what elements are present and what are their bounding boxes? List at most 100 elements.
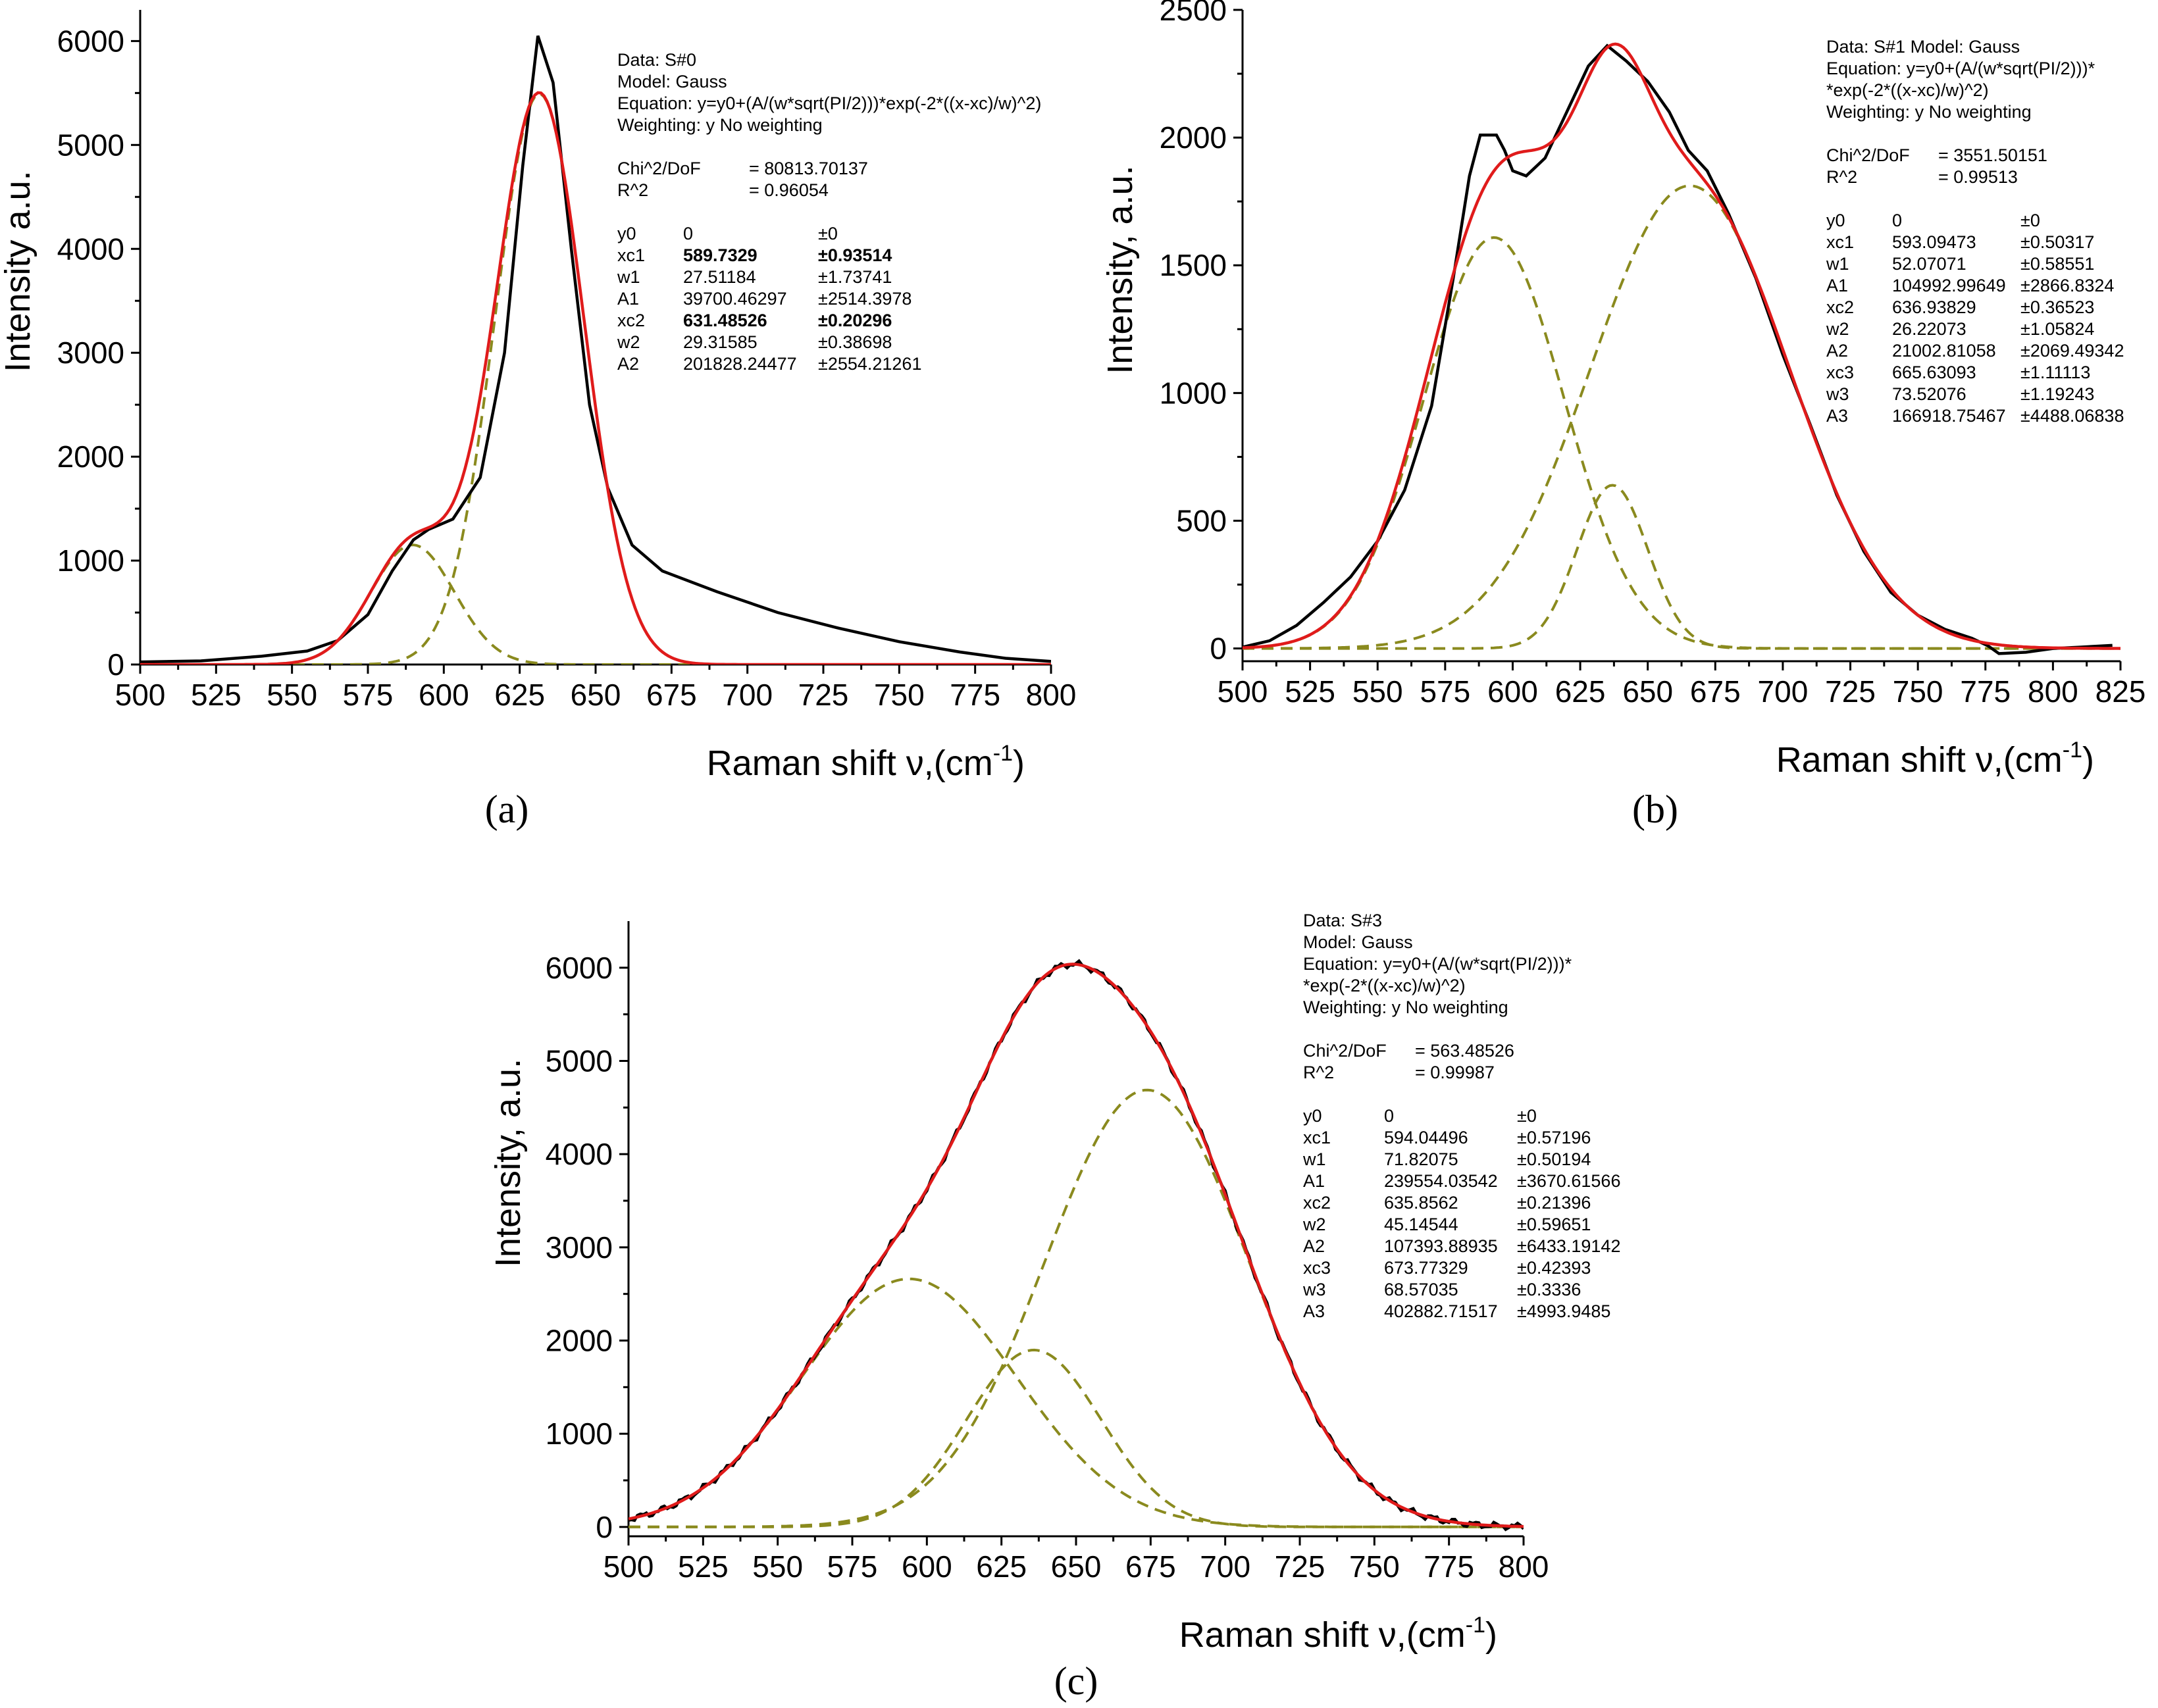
fit-info-text: ±2554.21261 [818,354,921,374]
fit-info-text: ±0 [2020,211,2040,230]
fit-info-text: w1 [1302,1149,1326,1169]
x-tick-label: 575 [827,1549,878,1584]
y-tick-label: 2000 [57,440,124,474]
fit-info-text: 45.14544 [1384,1215,1458,1234]
component-peak-1 [1243,236,2120,650]
x-tick-label: 550 [1352,674,1403,709]
fit-info-text: 26.22073 [1892,319,1966,339]
fit-info-text: w1 [617,267,640,287]
component-peak-2 [1243,484,2120,650]
fit-info-text: w3 [1302,1280,1326,1299]
x-tick-label: 700 [722,678,773,712]
fit-info-text: *exp(-2*((x-xc)/w)^2) [1826,80,1989,100]
y-tick-label: 1000 [57,543,124,578]
fit-info-text: ±0.36523 [2020,297,2094,317]
fit-info-text: ±0 [818,224,838,243]
fit-info-text: 71.82075 [1384,1149,1458,1169]
fit-info-text: 239554.03542 [1384,1171,1498,1191]
fit-info-text: ±0.21396 [1517,1193,1591,1213]
x-axis-label-close: ) [1485,1615,1497,1655]
fit-info-text: 631.48526 [683,311,767,330]
fit-info-text: ±4993.9485 [1517,1301,1610,1321]
x-tick-label: 675 [646,678,697,712]
y-tick-label: 3000 [546,1230,613,1265]
x-tick-label: 525 [678,1549,729,1584]
fit-info-text: ±1.73741 [818,267,892,287]
x-tick-label: 825 [2095,674,2146,709]
fit-info-text: R^2 [1303,1063,1334,1082]
fit-info-text: y0 [1826,211,1845,230]
x-tick-label: 650 [1622,674,1673,709]
fit-info-text: ±3670.61566 [1517,1171,1620,1191]
chart-panel-1: 500 525 550 575 600 625 650 675 700 725 750 775 800 8… [1100,0,2145,831]
fit-info-text: = 0.99513 [1938,167,2018,187]
fit-info-text: ±0.50194 [1517,1149,1591,1169]
panel-label: (b) [1632,788,1678,831]
fit-info-text: ±6433.19142 [1517,1236,1620,1256]
fit-info-text: 107393.88935 [1384,1236,1498,1256]
fit-info-text: R^2 [617,180,648,200]
x-axis-label-close: ) [2082,740,2094,780]
y-tick-label: 3000 [57,336,124,370]
y-axis-label: Intensity, a.u. [488,1059,528,1267]
x-tick-label: 725 [798,678,849,712]
fit-info-text: Weighting: y No weighting [1303,997,1508,1017]
fit-info-text: Chi^2/DoF [1303,1041,1387,1061]
x-tick-label: 675 [1690,674,1741,709]
fit-info-text: xc2 [617,311,645,330]
fit-info-text: Model: Gauss [617,72,727,91]
plot-area [629,959,1524,1532]
x-tick-label: 625 [1555,674,1606,709]
x-tick-label: 625 [976,1549,1027,1584]
x-axis-label-text: Raman shift ν,(cm [707,743,993,783]
fit-info-text: *exp(-2*((x-xc)/w)^2) [1303,976,1466,995]
fit-info-text: Data: S#3 [1303,911,1382,930]
y-tick-label: 0 [1210,632,1227,666]
fit-info-text: ±0.58551 [2020,254,2094,274]
y-tick-label: 2000 [546,1324,613,1358]
x-tick-label: 500 [115,678,166,712]
y-tick-label: 1000 [546,1417,613,1451]
fit-info-text: Weighting: y No weighting [1826,102,2032,122]
fit-info-text: 104992.99649 [1892,276,2006,295]
fit-info-text: A3 [1303,1301,1325,1321]
x-tick-label: 575 [343,678,394,712]
cumulative-fit [1243,42,2120,650]
fit-info-text: Equation: y=y0+(A/(w*sqrt(PI/2)))*exp(-2… [617,93,1041,113]
y-tick-label: 2000 [1160,120,1227,155]
x-tick-label: 550 [267,678,317,712]
fit-info-text: Chi^2/DoF [1826,145,1910,165]
fit-info-text: 39700.46297 [683,289,787,309]
fit-info-text: xc2 [1303,1193,1331,1213]
fit-info-text: w2 [1826,319,1849,339]
x-axis-label: Raman shift ν,(cm-1) [1776,738,2094,780]
x-tick-label: 650 [1051,1549,1102,1584]
fit-info-text: = 3551.50151 [1938,145,2047,165]
x-tick-label: 750 [1893,674,1943,709]
x-tick-label: 600 [902,1549,952,1584]
fit-info-text: xc1 [617,245,645,265]
fit-info-text: ±1.05824 [2020,319,2094,339]
fit-info-text: = 80813.70137 [749,159,868,178]
panel-label: (c) [1054,1659,1098,1703]
plot-area [1243,42,2120,655]
fit-info-text: xc2 [1826,297,1854,317]
y-axis-label: Intensity, a.u. [1100,165,1140,374]
x-axis-label-sup: -1 [993,741,1013,766]
y-tick-label: 0 [596,1510,613,1544]
fit-info-text: Equation: y=y0+(A/(w*sqrt(PI/2)))* [1826,59,2095,78]
fit-info-text: 589.7329 [683,245,758,265]
x-tick-label: 700 [1200,1549,1250,1584]
fit-info-text: A1 [1826,276,1848,295]
fit-info-text: 29.31585 [683,332,758,352]
fit-info-text: 21002.81058 [1892,341,1996,361]
fit-info-text: ±0 [1517,1106,1537,1126]
x-tick-label: 800 [2028,674,2078,709]
fit-info-text: ±0.20296 [818,311,892,330]
y-tick-label: 1500 [1160,248,1227,282]
x-axis-label: Raman shift ν,(cm-1) [707,741,1025,783]
fit-info-text: w2 [1302,1215,1326,1234]
y-tick-label: 4000 [57,232,124,266]
fit-info-text: xc3 [1303,1258,1331,1278]
fit-info-text: 594.04496 [1384,1128,1468,1147]
